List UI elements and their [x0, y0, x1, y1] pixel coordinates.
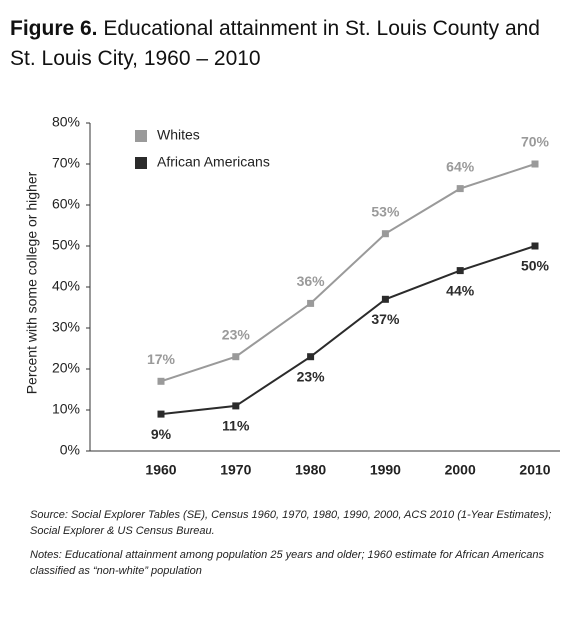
marker	[381, 230, 389, 238]
data-label: 70%	[521, 134, 550, 150]
y-tick-label: 60%	[52, 196, 80, 212]
data-label: 9%	[151, 426, 172, 442]
data-label: 44%	[446, 282, 475, 298]
y-tick-label: 10%	[52, 401, 80, 417]
y-tick-label: 40%	[52, 278, 80, 294]
x-tick-label: 2000	[445, 462, 476, 478]
data-label: 17%	[147, 351, 176, 367]
figure-label: Figure 6.	[10, 17, 98, 40]
chart-title: Figure 6. Educational attainment in St. …	[10, 14, 565, 74]
x-tick-label: 1960	[145, 462, 176, 478]
notes: Notes: Educational attainment among popu…	[30, 549, 545, 577]
data-label: 64%	[446, 158, 475, 174]
y-tick-label: 70%	[52, 155, 80, 171]
marker	[307, 299, 315, 307]
data-label: 53%	[371, 203, 400, 219]
series-line	[160, 245, 536, 416]
data-label: 23%	[297, 368, 326, 384]
data-label: 37%	[371, 311, 400, 327]
x-tick-label: 1990	[370, 462, 401, 478]
x-tick-label: 1970	[220, 462, 251, 478]
marker	[232, 402, 240, 410]
marker	[157, 410, 165, 418]
data-label: 50%	[521, 258, 550, 274]
series-line	[160, 163, 536, 383]
legend-swatch	[135, 157, 147, 169]
data-label: 36%	[297, 273, 326, 289]
marker	[381, 295, 389, 303]
source: Source: Social Explorer Tables (SE), Cen…	[30, 509, 552, 537]
y-tick-label: 0%	[60, 442, 80, 458]
title-text: Educational attainment in St. Louis Coun…	[10, 17, 540, 70]
data-label: 23%	[222, 326, 251, 342]
legend-swatch	[135, 130, 147, 142]
x-tick-label: 2010	[519, 462, 550, 478]
legend-label: Whites	[157, 127, 200, 143]
marker	[531, 160, 539, 168]
marker	[531, 242, 539, 250]
marker	[456, 267, 464, 275]
data-label: 11%	[222, 418, 250, 434]
y-axis-label: Percent with some college or higher	[24, 171, 40, 394]
marker	[157, 377, 165, 385]
legend-label: African Americans	[157, 154, 270, 170]
y-tick-label: 80%	[52, 114, 80, 130]
y-tick-label: 20%	[52, 360, 80, 376]
y-tick-label: 30%	[52, 319, 80, 335]
y-tick-label: 50%	[52, 237, 80, 253]
marker	[456, 185, 464, 193]
x-tick-label: 1980	[295, 462, 326, 478]
marker	[307, 353, 315, 361]
marker	[232, 353, 240, 361]
